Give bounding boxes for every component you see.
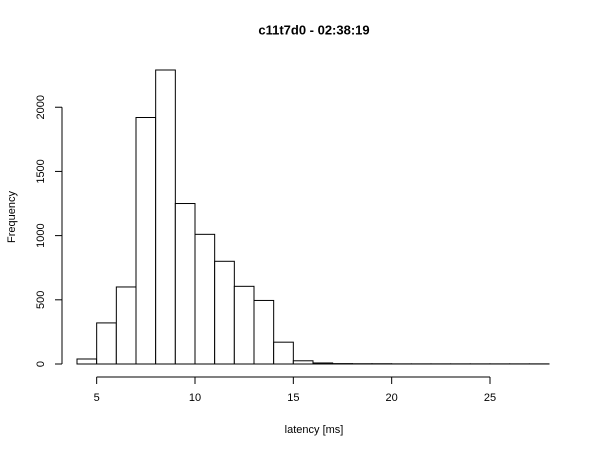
bar bbox=[115, 286, 137, 365]
bar bbox=[194, 233, 216, 365]
bar bbox=[292, 360, 314, 365]
chart-title: c11t7d0 - 02:38:19 bbox=[258, 22, 369, 37]
bar bbox=[253, 299, 275, 365]
y-tick-label: 1500 bbox=[35, 159, 47, 183]
bar bbox=[273, 341, 294, 365]
x-tick-label: 5 bbox=[94, 392, 100, 404]
bar bbox=[174, 203, 196, 365]
bar bbox=[233, 285, 255, 365]
y-tick-label: 0 bbox=[35, 361, 47, 367]
x-tick-label: 20 bbox=[386, 392, 398, 404]
y-axis-label: Frequency bbox=[6, 191, 18, 243]
x-axis-label: latency [ms] bbox=[285, 424, 344, 436]
y-tick-label: 2000 bbox=[35, 95, 47, 119]
y-tick-label: 1000 bbox=[35, 223, 47, 247]
bar bbox=[312, 362, 334, 365]
y-tick-label: 500 bbox=[35, 291, 47, 309]
x-tick-label: 10 bbox=[189, 392, 201, 404]
bar bbox=[214, 260, 235, 365]
x-tick-label: 25 bbox=[484, 392, 496, 404]
bar bbox=[76, 358, 98, 365]
bar bbox=[155, 69, 176, 365]
bar bbox=[96, 322, 117, 365]
bar bbox=[135, 117, 157, 365]
x-tick-label: 15 bbox=[287, 392, 299, 404]
